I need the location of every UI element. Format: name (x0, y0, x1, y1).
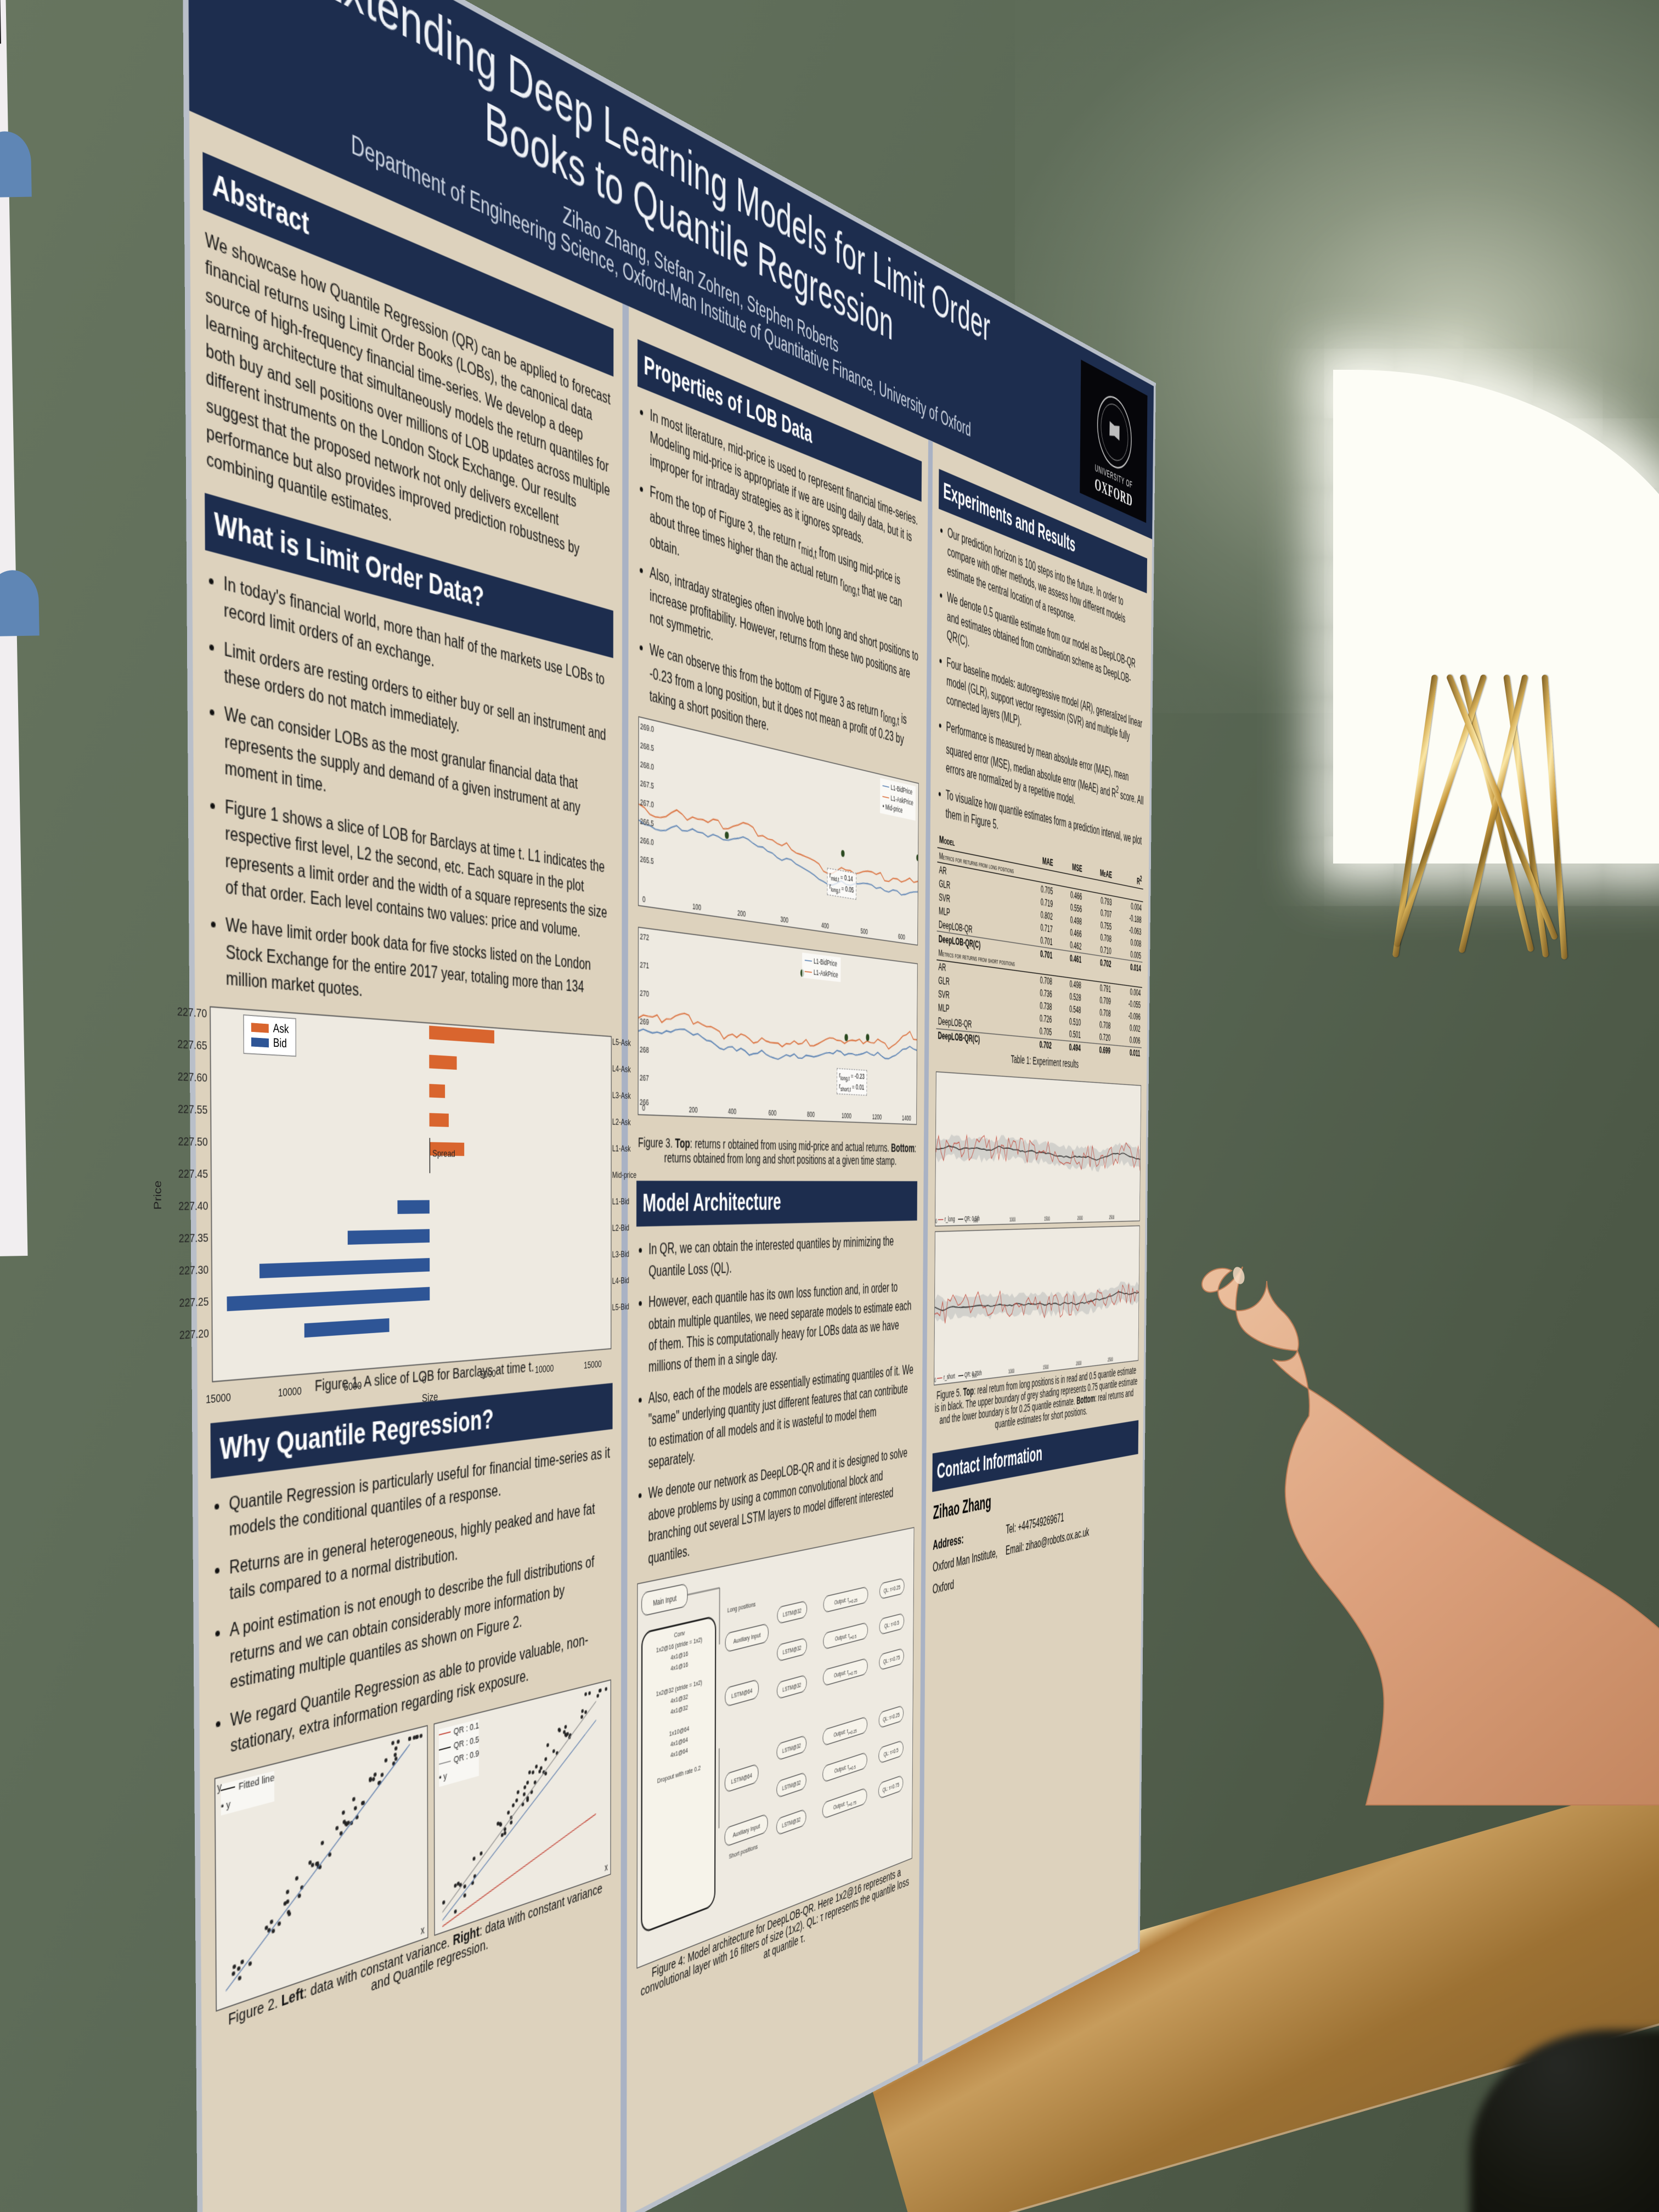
svg-text:2000: 2000 (1077, 1215, 1083, 1221)
svg-text:2500: 2500 (1108, 1356, 1113, 1363)
svg-text:500: 500 (972, 1372, 977, 1379)
svg-text:1500: 1500 (1043, 1363, 1049, 1370)
svg-text:3000: 3000 (1139, 1214, 1141, 1220)
svg-text:2500: 2500 (1109, 1214, 1114, 1220)
svg-text:500: 500 (973, 1217, 978, 1223)
svg-text:1500: 1500 (1044, 1215, 1050, 1222)
svg-text:0: 0 (935, 1218, 937, 1224)
svg-text:0: 0 (934, 1376, 936, 1384)
svg-text:1000: 1000 (1008, 1368, 1014, 1375)
svg-text:3000: 3000 (1138, 1353, 1139, 1359)
svg-text:2000: 2000 (1076, 1360, 1081, 1367)
svg-text:1000: 1000 (1009, 1216, 1015, 1223)
